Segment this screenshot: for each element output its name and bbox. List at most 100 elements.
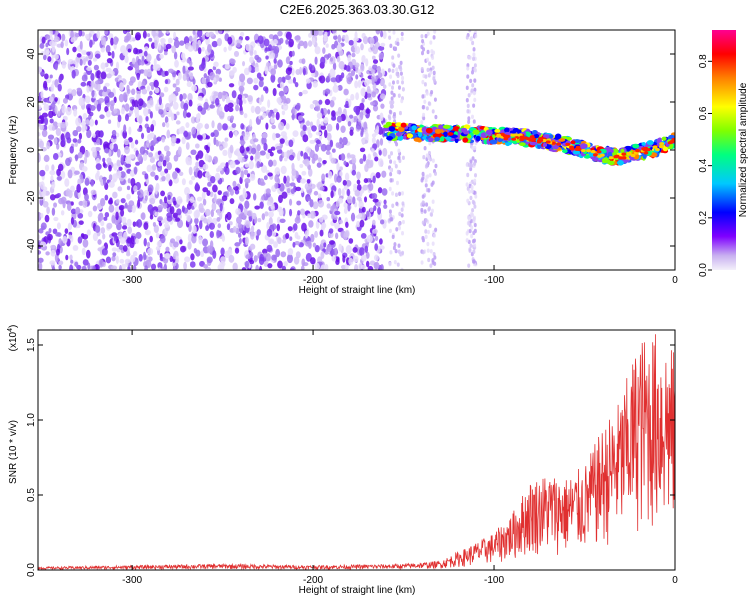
noise-cell bbox=[58, 238, 62, 246]
noise-cell bbox=[173, 200, 177, 206]
noise-cell bbox=[163, 196, 168, 204]
noise-cell bbox=[226, 223, 231, 231]
signal-peak-cell bbox=[499, 132, 505, 136]
noise-cell bbox=[56, 248, 60, 256]
noise-cell bbox=[161, 266, 166, 270]
y-tick-label: -20 bbox=[26, 190, 37, 205]
noise-cell bbox=[187, 93, 193, 102]
noise-cell bbox=[51, 181, 56, 189]
noise-cell bbox=[319, 186, 325, 191]
noise-cell bbox=[119, 82, 125, 92]
noise-cell bbox=[100, 71, 107, 80]
noise-cell bbox=[120, 154, 124, 163]
noise-cell bbox=[134, 237, 139, 245]
noise-cell bbox=[92, 232, 99, 242]
noise-cell bbox=[302, 134, 309, 143]
noise-cell bbox=[354, 62, 360, 68]
signal-cell bbox=[543, 134, 551, 139]
signal-cell bbox=[607, 160, 615, 166]
noise-cell bbox=[90, 73, 95, 81]
noise-cell bbox=[382, 30, 387, 40]
noise-cell bbox=[273, 46, 280, 55]
noise-cell bbox=[223, 141, 228, 148]
x-tick-label: -300 bbox=[122, 275, 142, 286]
noise-cell bbox=[218, 30, 223, 35]
stripe-cell bbox=[465, 98, 469, 103]
stripe-cell bbox=[473, 243, 477, 248]
y-tick-label: 20 bbox=[26, 96, 37, 108]
noise-cell bbox=[352, 247, 358, 253]
noise-cell bbox=[234, 242, 241, 247]
stripe-cell bbox=[421, 38, 425, 44]
noise-cell bbox=[84, 193, 89, 201]
noise-cell bbox=[216, 198, 223, 203]
noise-cell bbox=[230, 115, 235, 121]
noise-cell bbox=[300, 188, 304, 194]
signal-cell bbox=[529, 141, 538, 146]
noise-cell bbox=[328, 228, 334, 234]
signal-peak-cell bbox=[529, 135, 535, 139]
signal-cell bbox=[466, 134, 472, 139]
noise-cell bbox=[65, 131, 71, 141]
noise-cell bbox=[326, 203, 331, 209]
stripe-cell bbox=[433, 97, 437, 102]
noise-cell bbox=[154, 174, 159, 181]
noise-cell bbox=[231, 90, 237, 99]
noise-cell bbox=[135, 231, 142, 239]
noise-cell bbox=[373, 261, 380, 270]
signal-cell bbox=[549, 134, 554, 139]
noise-cell bbox=[195, 161, 200, 168]
noise-cell bbox=[266, 244, 273, 252]
noise-cell bbox=[166, 162, 172, 171]
noise-cell bbox=[366, 85, 371, 93]
noise-cell bbox=[234, 130, 238, 137]
noise-cell bbox=[213, 136, 217, 146]
signal-cell bbox=[402, 135, 407, 140]
noise-cell bbox=[186, 58, 190, 64]
noise-cell bbox=[270, 146, 276, 151]
noise-cell bbox=[60, 196, 67, 204]
noise-cell bbox=[248, 65, 252, 73]
signal-cell bbox=[494, 128, 501, 133]
noise-cell bbox=[301, 170, 307, 176]
stripe-cell bbox=[434, 114, 438, 120]
signal-cell bbox=[580, 143, 585, 148]
stripe-cell bbox=[426, 229, 430, 235]
noise-cell bbox=[239, 110, 244, 116]
noise-cell bbox=[209, 104, 216, 109]
stripe-cell bbox=[421, 235, 425, 241]
noise-cell bbox=[51, 125, 56, 131]
stripe-cell bbox=[425, 91, 429, 96]
noise-cell bbox=[337, 187, 342, 197]
noise-cell bbox=[292, 223, 298, 231]
noise-cell bbox=[136, 218, 143, 228]
noise-cell bbox=[102, 157, 106, 163]
noise-cell bbox=[49, 194, 56, 201]
noise-cell bbox=[141, 80, 146, 88]
stripe-cell bbox=[396, 169, 400, 175]
noise-cell bbox=[111, 129, 117, 137]
noise-cell bbox=[100, 36, 105, 46]
noise-cell bbox=[77, 236, 83, 244]
noise-cell bbox=[237, 153, 243, 162]
noise-cell bbox=[183, 130, 189, 138]
noise-cell bbox=[232, 262, 238, 270]
noise-cell bbox=[292, 130, 299, 138]
noise-cell bbox=[101, 91, 108, 97]
noise-cell bbox=[300, 150, 304, 157]
noise-cell bbox=[146, 126, 151, 134]
noise-cell bbox=[351, 156, 357, 165]
noise-cell bbox=[228, 221, 233, 226]
noise-cell bbox=[114, 205, 120, 214]
noise-cell bbox=[106, 157, 112, 164]
noise-cell bbox=[249, 243, 256, 250]
noise-cell bbox=[92, 133, 96, 138]
noise-cell bbox=[267, 263, 273, 269]
signal-cell bbox=[438, 124, 444, 130]
noise-cell bbox=[336, 115, 342, 123]
noise-cell bbox=[172, 212, 178, 219]
stripe-cell bbox=[401, 155, 405, 161]
noise-cell bbox=[112, 143, 119, 153]
noise-cell bbox=[245, 146, 250, 152]
noise-cell bbox=[363, 121, 368, 130]
